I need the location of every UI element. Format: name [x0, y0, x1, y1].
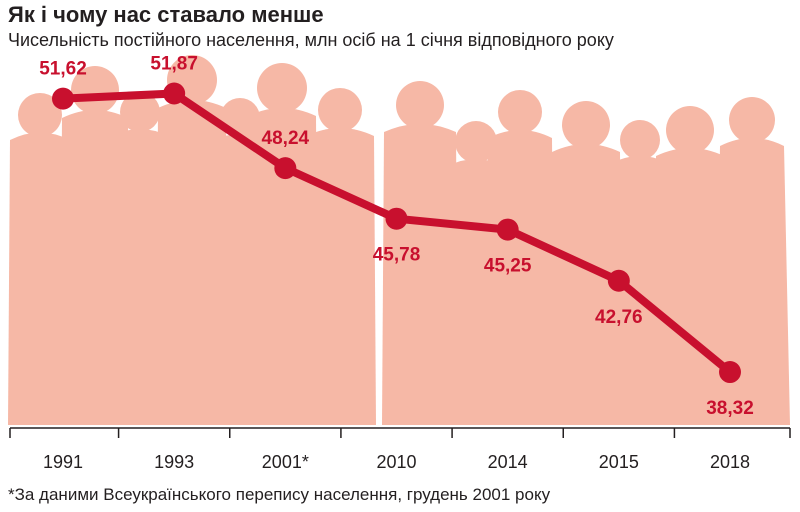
data-label: 42,76: [595, 307, 643, 328]
x-tick-label: 1993: [154, 452, 194, 472]
x-tick-label: 2018: [710, 452, 750, 472]
x-tick-label: 1991: [43, 452, 83, 472]
data-point: [719, 361, 741, 384]
data-label: 51,62: [39, 59, 87, 80]
data-label: 51,87: [150, 54, 198, 75]
data-label: 45,78: [373, 245, 421, 266]
data-points: [52, 82, 741, 384]
x-axis-tick-labels: 1991 1993 2001* 2010 2014 2015 2018: [43, 452, 750, 472]
x-axis-ticks: [9, 428, 791, 438]
x-tick-label: 2015: [599, 452, 639, 472]
data-point: [607, 269, 630, 292]
data-label: 38,32: [706, 398, 754, 419]
data-labels: 51,62 51,87 48,24 45,78 45,25 42,76 38,32: [39, 54, 754, 420]
data-point: [52, 87, 74, 110]
footnote: *За даними Всеукраїнського перепису насе…: [8, 485, 551, 504]
x-tick-label: 2014: [488, 452, 528, 472]
data-point: [385, 207, 408, 230]
x-tick-label: 2001*: [262, 452, 309, 472]
data-label: 45,25: [484, 256, 532, 277]
chart-title: Як і чому нас ставало менше: [8, 2, 324, 27]
data-point: [496, 218, 519, 241]
crowd-silhouettes: [8, 55, 790, 425]
x-tick-label: 2010: [376, 452, 416, 472]
chart-subtitle: Чисельність постійного населення, млн ос…: [8, 30, 614, 50]
data-point: [274, 157, 297, 180]
data-label: 48,24: [262, 128, 310, 149]
data-point: [163, 82, 186, 105]
